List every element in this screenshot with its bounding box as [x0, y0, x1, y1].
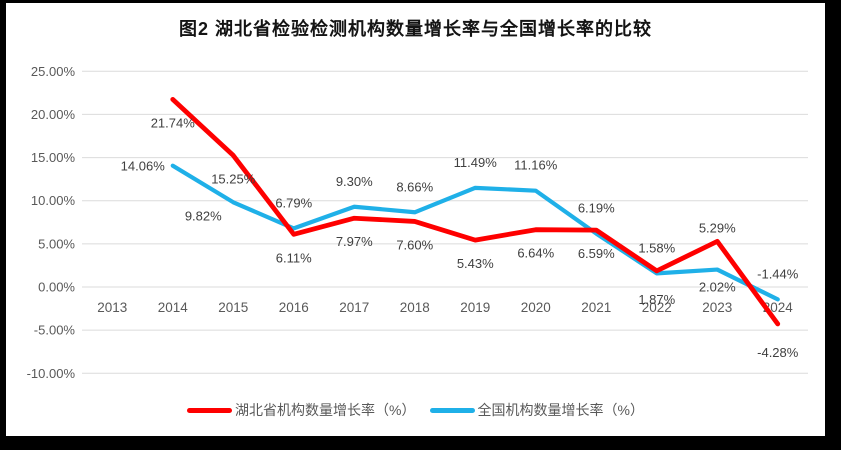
data-label: 8.66% [396, 179, 433, 194]
national-legend-label: 全国机构数量增长率（%） [477, 402, 644, 418]
x-axis-label: 2015 [218, 300, 248, 315]
x-axis-label: 2023 [702, 300, 732, 315]
y-axis-tick-label: 25.00% [31, 64, 76, 79]
y-axis-tick-label: -5.00% [34, 323, 76, 338]
data-label: 6.79% [275, 195, 312, 210]
y-axis-tick-label: 10.00% [31, 193, 76, 208]
national-line-swatch [429, 407, 475, 413]
y-axis-tick-label: 0.00% [38, 280, 75, 295]
chart-frame: 图2 湖北省检验检测机构数量增长率与全国增长率的比较 25.00% 20.00% 1… [6, 3, 825, 436]
chart-legend: 湖北省机构数量增长率（%） 全国机构数量增长率（%） [6, 400, 825, 420]
x-axis-label: 2020 [521, 300, 551, 315]
data-label: 9.82% [185, 208, 222, 223]
data-label: 2.02% [699, 280, 736, 295]
legend-item-national: 全国机构数量增长率（%） [429, 400, 644, 420]
data-label: 5.29% [699, 220, 736, 235]
x-axis-label: 2013 [97, 300, 127, 315]
data-label: 7.60% [396, 237, 433, 252]
x-axis-label: 2014 [158, 300, 189, 315]
y-axis-tick-label: -10.00% [27, 366, 76, 381]
chart-title: 图2 湖北省检验检测机构数量增长率与全国增长率的比较 [178, 19, 652, 39]
series-line-national [170, 163, 780, 302]
data-label: 6.19% [578, 201, 615, 216]
data-label: 6.59% [578, 246, 615, 261]
data-label: 15.25% [211, 171, 256, 186]
x-axis-label: 2021 [581, 300, 611, 315]
x-axis-label: 2016 [279, 300, 309, 315]
data-label: 11.49% [454, 155, 498, 170]
x-axis-label: 2017 [339, 300, 369, 315]
data-label: -4.28% [757, 345, 799, 360]
x-axis-label: 2022 [642, 300, 672, 315]
data-label: 5.43% [457, 256, 494, 271]
hubei-line-swatch [187, 407, 233, 413]
data-label: 1.87% [638, 292, 675, 307]
data-label: 11.16% [514, 158, 558, 173]
y-axis-tick-label: 20.00% [31, 107, 76, 122]
x-axis-label: 2019 [460, 300, 490, 315]
data-label: 7.97% [336, 234, 373, 249]
legend-item-hubei: 湖北省机构数量增长率（%） [187, 400, 416, 420]
data-label: 6.11% [276, 250, 312, 265]
line-chart-canvas: 25.00% 20.00% 15.00% 10.00% 5.00% 0.00% -5.00%… [27, 64, 808, 381]
data-label: 9.30% [336, 174, 373, 189]
y-axis-tick-label: 15.00% [31, 150, 76, 165]
data-label: 14.06% [121, 159, 166, 174]
data-label: -1.44% [757, 266, 799, 281]
data-label: 1.58% [638, 240, 675, 255]
y-axis-tick-label: 5.00% [38, 236, 75, 251]
hubei-legend-label: 湖北省机构数量增长率（%） [235, 402, 416, 418]
data-label: 6.64% [517, 246, 554, 261]
x-axis-label: 2018 [400, 300, 430, 315]
data-label: 21.74% [151, 115, 196, 130]
series-line-hubei [170, 97, 781, 327]
